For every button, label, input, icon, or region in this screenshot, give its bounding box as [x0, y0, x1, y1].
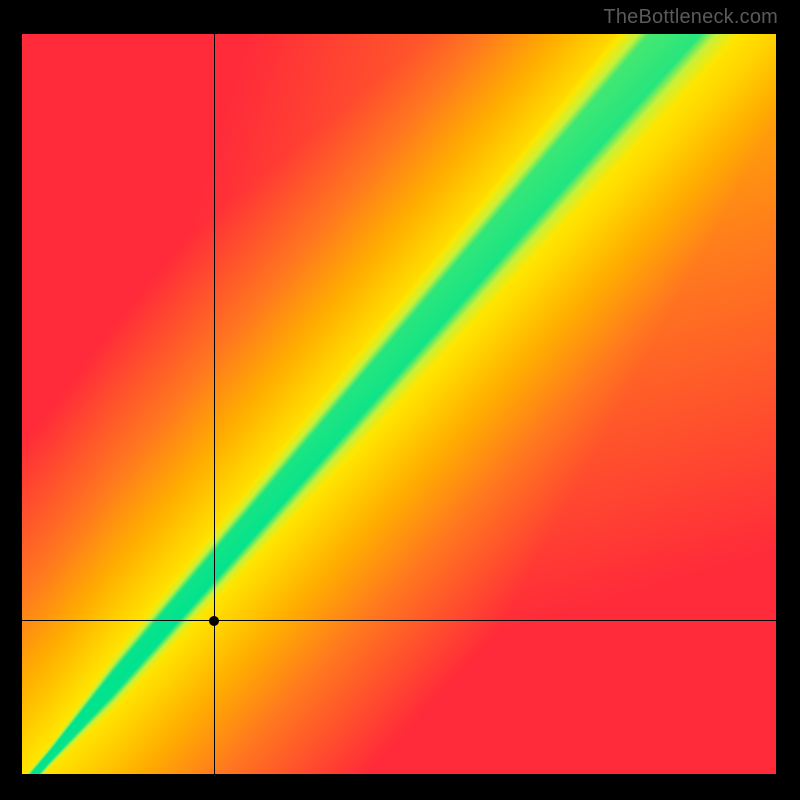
crosshair-horizontal — [22, 620, 776, 621]
crosshair-vertical — [214, 34, 215, 774]
selection-marker — [209, 616, 219, 626]
watermark-text: TheBottleneck.com — [603, 6, 778, 29]
bottleneck-heatmap — [22, 34, 776, 774]
heatmap-canvas — [22, 34, 776, 774]
